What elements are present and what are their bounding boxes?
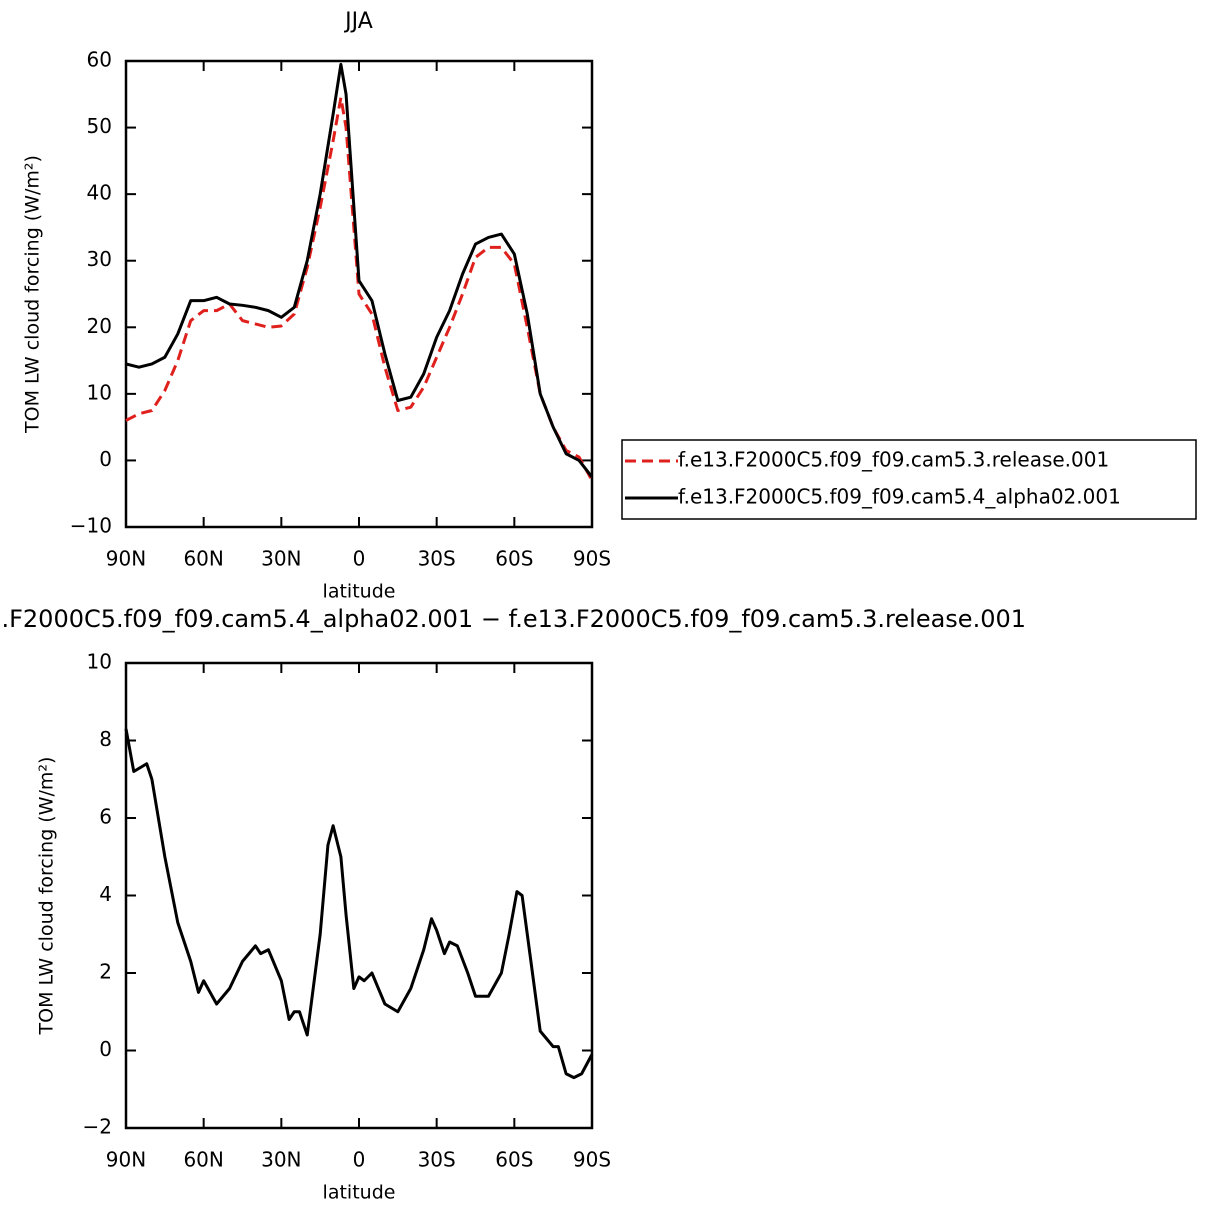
x-tick-label: 90N xyxy=(106,1148,146,1172)
y-tick-label: 6 xyxy=(99,805,112,829)
chart-title: f.e13.F2000C5.f09_f09.cam5.4_alpha02.001… xyxy=(0,605,1026,633)
y-tick-label: 50 xyxy=(87,114,112,138)
x-tick-label: 30S xyxy=(418,1148,456,1172)
y-tick-label: 10 xyxy=(87,650,112,674)
x-axis-label: latitude xyxy=(323,1182,396,1204)
y-tick-label: 20 xyxy=(87,314,112,338)
legend-label: f.e13.F2000C5.f09_f09.cam5.4_alpha02.001 xyxy=(678,485,1121,509)
legend-box xyxy=(621,439,1197,520)
y-tick-label: 0 xyxy=(99,447,112,471)
y-tick-label: 8 xyxy=(99,727,112,751)
y-tick-label: −2 xyxy=(83,1115,112,1139)
y-tick-label: 0 xyxy=(99,1037,112,1061)
x-tick-label: 0 xyxy=(353,1148,366,1172)
y-tick-label: 2 xyxy=(99,960,112,984)
x-tick-label: 60S xyxy=(495,547,533,571)
y-tick-label: −10 xyxy=(70,514,112,538)
x-tick-label: 30N xyxy=(261,547,301,571)
plot: JJA −10 0 10 20 30 40 50 60 90N 60N 30N 0 30S 60S 90S la… xyxy=(22,9,1197,603)
x-tick-label: 60S xyxy=(495,1148,533,1172)
x-tick-label: 90S xyxy=(573,1148,611,1172)
legend-label: f.e13.F2000C5.f09_f09.cam5.3.release.001 xyxy=(678,448,1109,472)
data-line xyxy=(124,728,594,1080)
data-line xyxy=(125,62,594,478)
x-tick-label: 90N xyxy=(106,547,146,571)
plot: f.e13.F2000C5.f09_f09.cam5.4_alpha02.001… xyxy=(0,605,1026,1204)
x-tick-label: 0 xyxy=(353,547,366,571)
x-tick-label: 60N xyxy=(183,1148,223,1172)
y-axis-label: TOM LW cloud forcing (W/m²) xyxy=(36,757,58,1036)
x-tick-label: 30N xyxy=(261,1148,301,1172)
y-tick-label: 40 xyxy=(87,181,112,205)
y-tick-label: 60 xyxy=(87,48,112,72)
x-axis-label: latitude xyxy=(323,581,396,603)
x-tick-label: 30S xyxy=(418,547,456,571)
x-tick-label: 90S xyxy=(573,547,611,571)
y-axis-label: TOM LW cloud forcing (W/m²) xyxy=(22,155,44,434)
y-tick-label: 10 xyxy=(87,380,112,404)
data-line xyxy=(125,96,594,482)
x-tick-label: 60N xyxy=(183,547,223,571)
chart-title: JJA xyxy=(343,9,373,34)
y-tick-label: 4 xyxy=(99,882,112,906)
y-tick-label: 30 xyxy=(87,247,112,271)
